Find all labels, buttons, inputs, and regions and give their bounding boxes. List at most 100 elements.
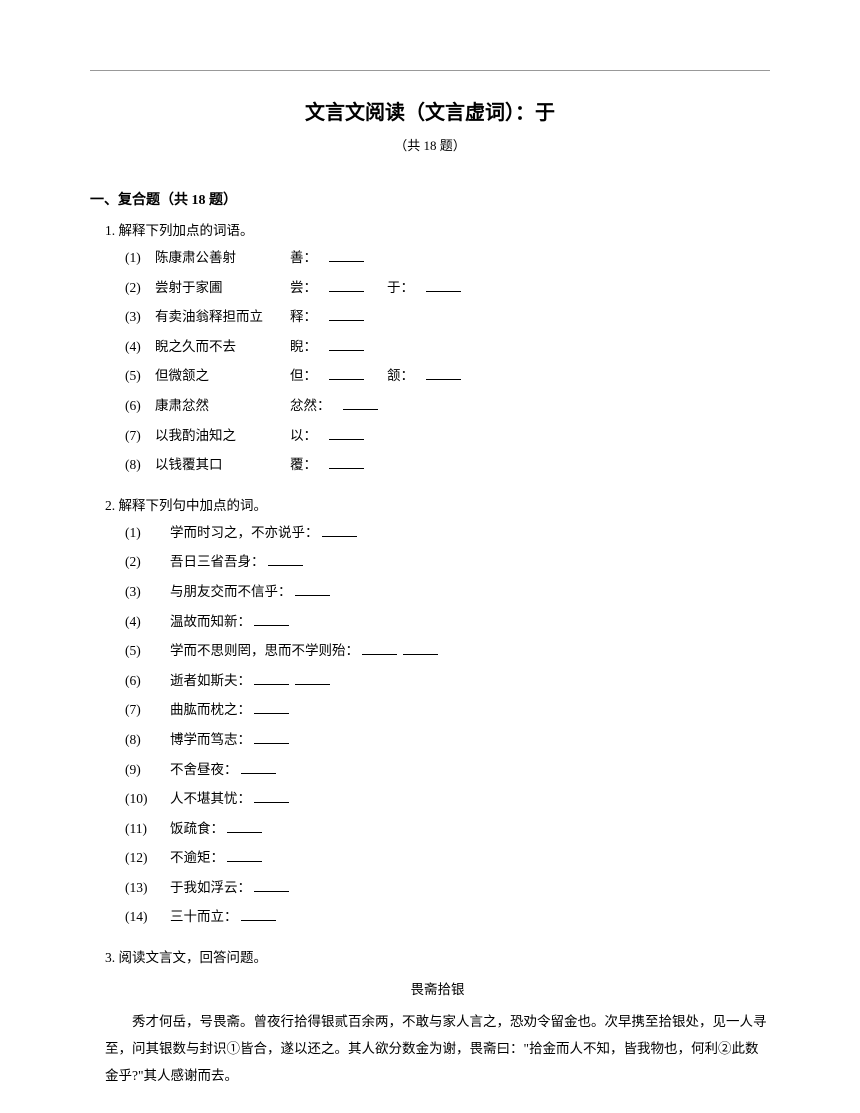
sub-item: (4)睨之久而不去睨：	[125, 336, 770, 358]
sub-phrase: 以我酌油知之	[155, 425, 290, 447]
passage-body: 秀才何岳，号畏斋。曾夜行拾得银贰百余两，不敢与家人言之，恐劝令留金也。次早携至拾…	[105, 1008, 770, 1089]
sub-phrase: 三十而立：	[170, 909, 238, 924]
sub-phrase: 曲肱而枕之：	[170, 702, 251, 717]
sub-num: (2)	[125, 551, 155, 573]
sub-phrase: 以钱覆其口	[155, 454, 290, 476]
sub-label: 以：	[290, 425, 317, 447]
answer-blank	[254, 878, 289, 892]
answer-blank	[329, 366, 364, 380]
sub-phrase: 有卖油翁释担而立	[155, 306, 290, 328]
sub-phrase: 温故而知新：	[170, 614, 251, 629]
sub-num: (6)	[125, 670, 155, 692]
sub-item: (6) 逝者如斯夫：	[125, 670, 770, 692]
sub-item: (6)康肃忿然忿然：	[125, 395, 770, 417]
question-text: 解释下列句中加点的词。	[119, 498, 268, 513]
sub-item: (10) 人不堪其忧：	[125, 788, 770, 810]
sub-phrase: 不逾矩：	[170, 850, 224, 865]
sub-item: (13) 于我如浮云：	[125, 877, 770, 899]
answer-blank	[426, 278, 461, 292]
sub-item: (7)曲肱而枕之：	[125, 699, 770, 721]
sub-label: 睨：	[290, 336, 317, 358]
sub-item: (8)以钱覆其口覆：	[125, 454, 770, 476]
section-header: 一、复合题（共 18 题）	[90, 189, 770, 209]
sub-num: (4)	[125, 611, 155, 633]
sub-phrase: 饭疏食：	[170, 821, 224, 836]
sub-item: (9) 不舍昼夜：	[125, 759, 770, 781]
q1-items: (1)陈康肃公善射善：(2)尝射于家圃尝：于：(3)有卖油翁释担而立释：(4)睨…	[125, 247, 770, 476]
sub-item: (12) 不逾矩：	[125, 847, 770, 869]
sub-label: 覆：	[290, 454, 317, 476]
sub-num: (14)	[125, 906, 155, 928]
answer-blank	[254, 700, 289, 714]
sub-num: (3)	[125, 581, 155, 603]
answer-blank	[329, 426, 364, 440]
sub-item: (2) 吾日三省吾身：	[125, 551, 770, 573]
sub-num: (12)	[125, 847, 155, 869]
answer-blank	[426, 366, 461, 380]
answer-blank	[322, 523, 357, 537]
sub-item: (11) 饭疏食：	[125, 818, 770, 840]
sub-item: (1) 学而时习之，不亦说乎：	[125, 522, 770, 544]
sub-item: (7)以我酌油知之以：	[125, 425, 770, 447]
sub-num: (2)	[125, 277, 155, 299]
sub-phrase: 吾日三省吾身：	[170, 554, 265, 569]
sub-num: (5)	[125, 365, 155, 387]
answer-blank	[254, 671, 289, 685]
sub-phrase: 人不堪其忧：	[170, 791, 251, 806]
sub-num: (11)	[125, 818, 155, 840]
answer-blank	[254, 612, 289, 626]
answer-blank	[295, 671, 330, 685]
question-num: 1.	[105, 223, 119, 238]
question-num: 3.	[105, 950, 119, 965]
answer-blank	[241, 907, 276, 921]
question-2: 2. 解释下列句中加点的词。 (1)学而时习之，不亦说乎：(2)吾日三省吾身：(…	[105, 494, 770, 928]
sub-num: (8)	[125, 729, 155, 751]
top-divider	[90, 70, 770, 71]
sub-num: (5)	[125, 640, 155, 662]
sub-label: 于：	[387, 277, 414, 299]
sub-item: (5)学而不思则罔，思而不学则殆：	[125, 640, 770, 662]
sub-num: (1)	[125, 247, 155, 269]
answer-blank	[241, 760, 276, 774]
sub-item: (5)但微颔之但：颔：	[125, 365, 770, 387]
sub-item: (4) 温故而知新：	[125, 611, 770, 633]
sub-item: (14) 三十而立：	[125, 906, 770, 928]
sub-phrase: 睨之久而不去	[155, 336, 290, 358]
answer-blank	[329, 337, 364, 351]
sub-phrase: 不舍昼夜：	[170, 762, 238, 777]
sub-label: 颔：	[387, 365, 414, 387]
sub-item: (3)有卖油翁释担而立释：	[125, 306, 770, 328]
answer-blank	[295, 582, 330, 596]
answer-blank	[268, 552, 303, 566]
sub-num: (1)	[125, 522, 155, 544]
answer-blank	[362, 641, 397, 655]
sub-phrase: 但微颔之	[155, 365, 290, 387]
answer-blank	[329, 278, 364, 292]
answer-blank	[227, 819, 262, 833]
sub-label: 尝：	[290, 277, 317, 299]
sub-label: 释：	[290, 306, 317, 328]
answer-blank	[254, 730, 289, 744]
sub-phrase: 于我如浮云：	[170, 880, 251, 895]
question-text: 解释下列加点的词语。	[119, 223, 254, 238]
page-title: 文言文阅读（文言虚词）：于	[90, 96, 770, 125]
sub-item: (3) 与朋友交而不信乎：	[125, 581, 770, 603]
sub-num: (7)	[125, 425, 155, 447]
sub-item: (8)博学而笃志：	[125, 729, 770, 751]
question-num: 2.	[105, 498, 119, 513]
question-text: 阅读文言文，回答问题。	[119, 950, 268, 965]
sub-num: (10)	[125, 788, 155, 810]
sub-num: (4)	[125, 336, 155, 358]
question-3: 3. 阅读文言文，回答问题。 畏斋拾银 秀才何岳，号畏斋。曾夜行拾得银贰百余两，…	[105, 946, 770, 1089]
sub-item: (2)尝射于家圃尝：于：	[125, 277, 770, 299]
sub-item: (1)陈康肃公善射善：	[125, 247, 770, 269]
sub-num: (13)	[125, 877, 155, 899]
sub-phrase: 陈康肃公善射	[155, 247, 290, 269]
sub-phrase: 与朋友交而不信乎：	[170, 584, 292, 599]
answer-blank	[254, 789, 289, 803]
sub-num: (9)	[125, 759, 155, 781]
sub-phrase: 逝者如斯夫：	[170, 673, 251, 688]
answer-blank	[329, 307, 364, 321]
sub-phrase: 学而时习之，不亦说乎：	[170, 525, 319, 540]
sub-label: 忿然：	[290, 395, 331, 417]
